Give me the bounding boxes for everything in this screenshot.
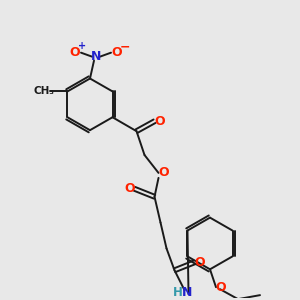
- Text: +: +: [78, 41, 86, 51]
- Text: −: −: [120, 40, 130, 53]
- Text: H: H: [172, 286, 182, 299]
- Text: N: N: [182, 286, 193, 299]
- Text: O: O: [124, 182, 135, 195]
- Text: O: O: [216, 281, 226, 294]
- Text: O: O: [112, 46, 122, 59]
- Text: O: O: [154, 115, 165, 128]
- Text: O: O: [158, 167, 169, 179]
- Text: N: N: [91, 50, 101, 63]
- Text: O: O: [70, 46, 80, 59]
- Text: CH₃: CH₃: [34, 86, 55, 96]
- Text: O: O: [194, 256, 205, 269]
